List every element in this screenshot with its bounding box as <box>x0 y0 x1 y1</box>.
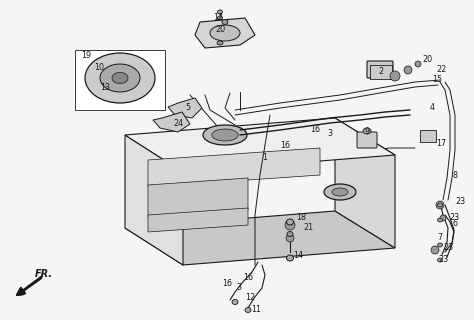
Ellipse shape <box>112 72 128 84</box>
Ellipse shape <box>218 10 222 14</box>
Ellipse shape <box>212 129 238 141</box>
Ellipse shape <box>390 71 400 81</box>
Text: 16: 16 <box>222 278 232 287</box>
Polygon shape <box>195 18 255 48</box>
Ellipse shape <box>438 203 443 207</box>
Text: 23: 23 <box>455 197 465 206</box>
Ellipse shape <box>404 66 412 74</box>
Text: 3: 3 <box>236 284 241 292</box>
Polygon shape <box>125 135 183 265</box>
Ellipse shape <box>286 219 293 225</box>
Text: 16: 16 <box>280 141 290 150</box>
FancyBboxPatch shape <box>357 132 377 148</box>
Ellipse shape <box>438 218 443 222</box>
Text: 16: 16 <box>310 125 320 134</box>
Ellipse shape <box>203 125 247 145</box>
Text: 2: 2 <box>378 68 383 76</box>
Text: 21: 21 <box>303 223 313 233</box>
Ellipse shape <box>285 220 295 230</box>
Text: 12: 12 <box>245 292 255 301</box>
FancyBboxPatch shape <box>367 61 393 78</box>
Bar <box>370 65 392 79</box>
Ellipse shape <box>210 25 240 41</box>
Ellipse shape <box>218 16 222 20</box>
Text: 23: 23 <box>443 243 453 252</box>
Text: 23: 23 <box>449 213 459 222</box>
Ellipse shape <box>431 246 439 254</box>
Text: 3: 3 <box>327 130 332 139</box>
Ellipse shape <box>332 188 348 196</box>
Ellipse shape <box>245 308 251 313</box>
Text: 4: 4 <box>430 103 435 113</box>
Text: 19: 19 <box>81 51 91 60</box>
Ellipse shape <box>415 61 421 67</box>
Ellipse shape <box>222 20 228 25</box>
Text: 15: 15 <box>432 76 442 84</box>
Polygon shape <box>148 148 320 187</box>
Text: 22: 22 <box>436 66 446 75</box>
Text: 16: 16 <box>243 274 253 283</box>
Text: 20: 20 <box>422 55 432 65</box>
Text: 14: 14 <box>293 251 303 260</box>
Polygon shape <box>335 118 395 248</box>
Polygon shape <box>125 211 395 265</box>
Ellipse shape <box>100 64 140 92</box>
Polygon shape <box>75 50 165 110</box>
Ellipse shape <box>438 258 443 262</box>
Ellipse shape <box>217 41 223 45</box>
Ellipse shape <box>85 53 155 103</box>
Text: 23: 23 <box>438 255 448 265</box>
Polygon shape <box>148 178 248 217</box>
Text: 13: 13 <box>100 84 110 92</box>
Ellipse shape <box>232 300 238 305</box>
Ellipse shape <box>286 255 293 261</box>
Polygon shape <box>125 118 395 172</box>
Text: 11: 11 <box>251 306 261 315</box>
Text: FR.: FR. <box>35 269 53 279</box>
Text: 17: 17 <box>436 140 446 148</box>
Text: 24: 24 <box>173 118 183 127</box>
Ellipse shape <box>440 215 446 221</box>
Ellipse shape <box>363 128 371 134</box>
Ellipse shape <box>438 243 443 247</box>
Text: 1: 1 <box>262 154 267 163</box>
Ellipse shape <box>286 234 294 242</box>
Text: 20: 20 <box>215 26 225 35</box>
Text: 12: 12 <box>213 12 223 21</box>
Polygon shape <box>148 208 248 232</box>
Ellipse shape <box>436 201 444 209</box>
Text: 10: 10 <box>94 62 104 71</box>
Polygon shape <box>168 98 202 118</box>
Text: 5: 5 <box>185 102 190 111</box>
Text: 9: 9 <box>365 127 370 137</box>
Text: 7: 7 <box>437 233 442 242</box>
Bar <box>420 130 436 142</box>
Text: 6: 6 <box>453 220 458 228</box>
Text: 18: 18 <box>296 212 306 221</box>
Ellipse shape <box>324 184 356 200</box>
Ellipse shape <box>287 231 293 236</box>
Text: 8: 8 <box>453 171 458 180</box>
Polygon shape <box>153 112 190 132</box>
